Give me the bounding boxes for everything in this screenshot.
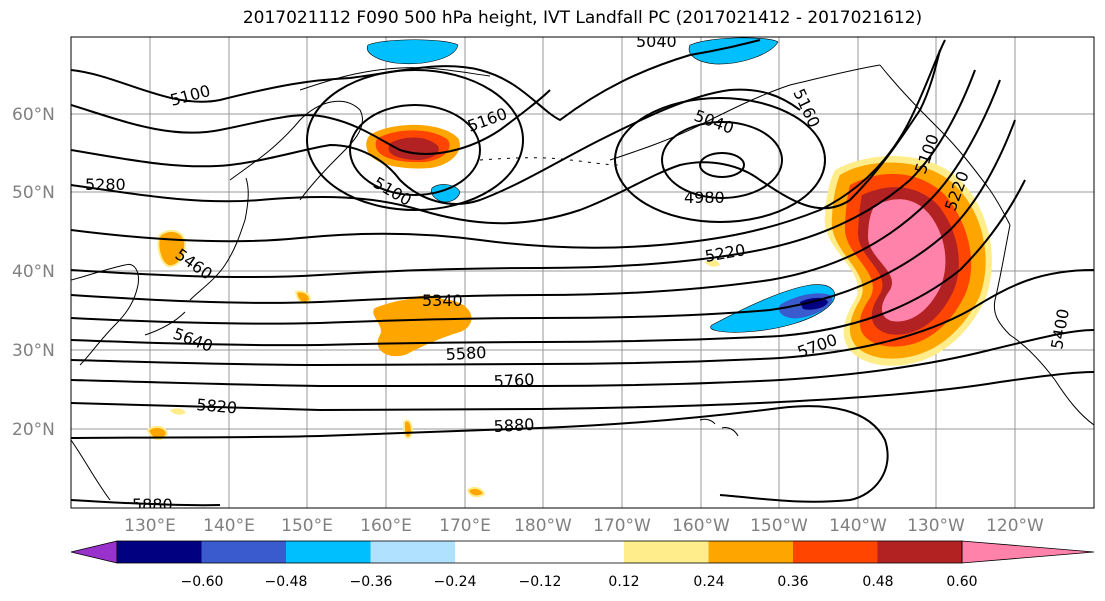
colorbar-tick-label: 0.48	[862, 574, 893, 590]
colorbar-ticks: −0.60 −0.48 −0.36 −0.24 −0.12 0.12 0.24 …	[181, 574, 978, 590]
latitude-labels: 60°N 50°N 40°N 30°N 20°N	[12, 105, 55, 440]
lat-label: 50°N	[12, 183, 55, 203]
colorbar-segment	[708, 541, 794, 563]
lon-label: 170°W	[593, 516, 651, 536]
colorbar-tick-label: −0.48	[265, 574, 308, 590]
colorbar-segment	[117, 541, 202, 563]
lon-label: 120°W	[986, 516, 1044, 536]
contour-label: 5880	[493, 415, 535, 436]
coastlines	[71, 64, 1094, 501]
colorbar	[70, 540, 1095, 564]
colorbar-tick-label: 0.24	[693, 574, 724, 590]
colorbar-tick-label: −0.12	[519, 574, 562, 590]
contour-label: 5040	[636, 32, 677, 51]
lon-label: 150°E	[281, 516, 333, 536]
lon-label: 140°W	[829, 516, 887, 536]
colorbar-segment	[370, 541, 456, 563]
contour-label: 5340	[422, 291, 463, 310]
lon-label: 160°E	[360, 516, 412, 536]
contour-label: 4980	[684, 188, 725, 207]
colorbar-tick-label: −0.60	[181, 574, 224, 590]
lon-label: 180°W	[514, 516, 572, 536]
colorbar-segment	[624, 541, 709, 563]
lat-label: 60°N	[12, 105, 55, 125]
map-frame	[70, 36, 1095, 509]
lon-label: 140°E	[203, 516, 255, 536]
longitude-labels: 130°E 140°E 150°E 160°E 170°E 180°W 170°…	[124, 516, 1044, 536]
lon-label: 160°W	[672, 516, 730, 536]
colorbar-segment	[539, 541, 625, 563]
colorbar-tick-label: 0.12	[608, 574, 639, 590]
colorbar-border	[116, 540, 963, 564]
colorbar-tick-label: 0.60	[946, 574, 977, 590]
colorbar-tick-label: −0.24	[434, 574, 477, 590]
colorbar-tick-label: 0.36	[777, 574, 808, 590]
contour-label: 5880	[132, 495, 173, 514]
lon-label: 150°W	[750, 516, 808, 536]
lon-label: 130°W	[907, 516, 965, 536]
contour-label: 5820	[196, 395, 238, 417]
colorbar-segment	[455, 541, 540, 563]
lat-label: 20°N	[12, 420, 55, 440]
colorbar-extend-min	[70, 540, 118, 564]
graticule	[71, 37, 1094, 508]
lon-label: 170°E	[439, 516, 491, 536]
colorbar-extend-max	[961, 540, 1095, 564]
colorbar-segment	[201, 541, 287, 563]
lat-label: 30°N	[12, 341, 55, 361]
colorbar-tick-label: −0.36	[350, 574, 393, 590]
map-title: 2017021112 F090 500 hPa height, IVT Land…	[242, 8, 923, 28]
lat-label: 40°N	[12, 262, 55, 282]
contour-labels: 5100 5160 5040 5160 5280 5100 4980 5220 …	[85, 32, 1073, 514]
colorbar-segment	[793, 541, 878, 563]
colorbar-segment	[286, 541, 371, 563]
contour-label: 5580	[445, 343, 487, 364]
height-contours	[71, 39, 1094, 507]
contour-label: 5760	[493, 370, 535, 391]
contour-label: 5280	[85, 175, 126, 194]
colorbar-segment	[877, 541, 963, 563]
lon-label: 130°E	[124, 516, 176, 536]
